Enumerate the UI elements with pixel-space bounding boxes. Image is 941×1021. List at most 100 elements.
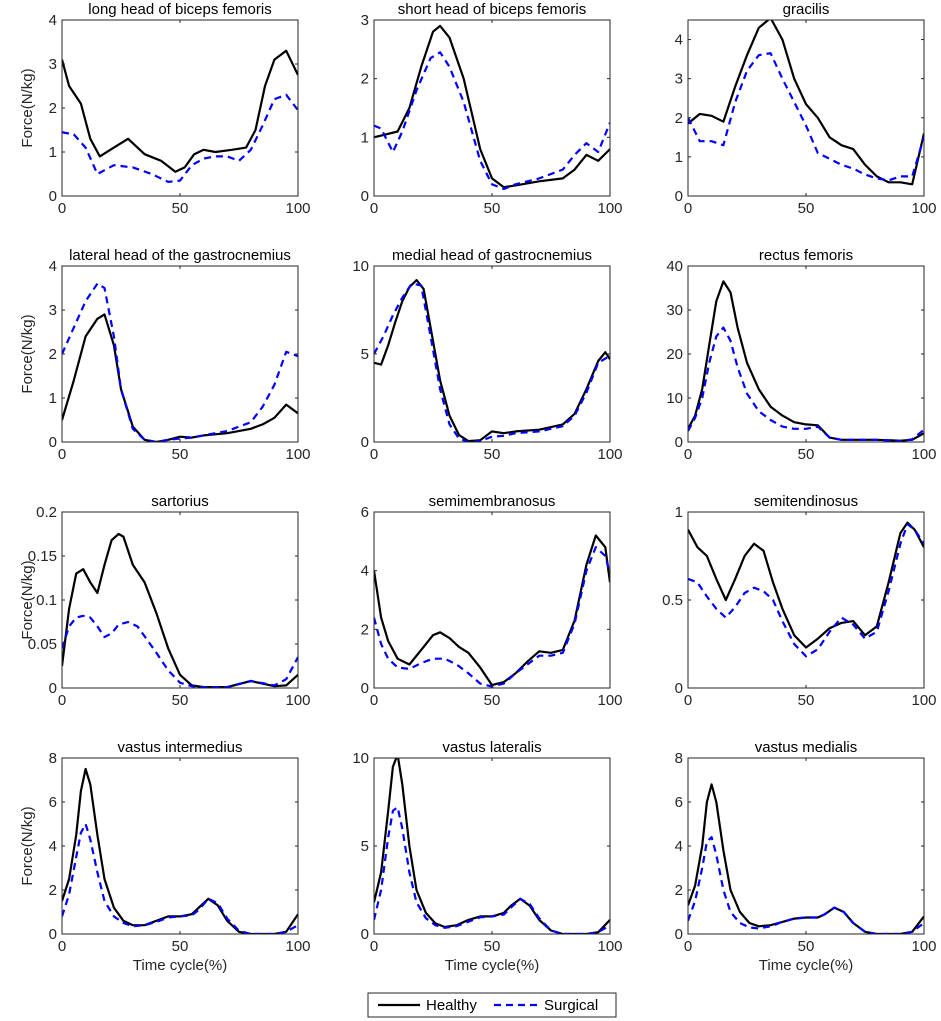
y-tick-label: 10 [352,750,369,767]
chart-title: short head of biceps femoris [398,1,586,18]
y-tick-label: 0.5 [662,592,683,609]
series-line-healthy [374,758,610,934]
y-axis-label: Force(N/kg) [19,314,36,393]
series-line-surgical [688,326,924,442]
x-tick-label: 0 [370,938,378,955]
y-tick-label: 4 [675,838,683,855]
chart-panel-1: long head of biceps femoris 0 50 100 0 1 2 3 4 Fo… [19,1,311,217]
x-tick-label: 50 [484,446,501,463]
y-tick-label: 2 [361,621,369,638]
axes-box [61,511,299,689]
legend-healthy-label: Healthy [426,997,477,1014]
chart-panel-9: semitendinosus 0 50 100 0 0.5 1 [662,493,936,709]
series-line-surgical [688,52,924,182]
axes-box [373,265,611,443]
y-tick-label: 0 [361,188,369,205]
x-tick-label: 0 [370,692,378,709]
y-tick-label: 4 [675,32,683,49]
y-tick-label: 2 [675,882,683,899]
x-tick-label: 100 [597,938,622,955]
series-line-surgical [688,523,924,658]
chart-title: vastus lateralis [442,739,541,756]
chart-title: gracilis [783,1,830,18]
y-tick-label: 1 [675,504,683,521]
axes-box [687,511,925,689]
x-tick-label: 100 [285,200,310,217]
x-tick-label: 100 [285,446,310,463]
series-line-healthy [62,49,298,173]
x-axis-label: Time cycle(%) [759,957,853,974]
y-tick-label: 0 [49,434,57,451]
series-line-healthy [62,313,298,442]
x-tick-label: 50 [484,938,501,955]
y-tick-label: 2 [49,346,57,363]
y-tick-label: 4 [49,258,57,275]
legend: Healthy Surgical [367,992,617,1018]
x-tick-label: 100 [597,692,622,709]
series-line-healthy [688,280,924,442]
x-tick-label: 100 [911,200,936,217]
y-tick-label: 1 [49,390,57,407]
series-line-surgical [62,614,298,688]
series-line-surgical [374,282,610,442]
y-tick-label: 1 [675,149,683,166]
series-line-healthy [62,532,298,688]
chart-panel-3: gracilis 0 50 100 0 1 2 3 4 [675,1,937,217]
x-tick-label: 100 [597,200,622,217]
x-tick-label: 100 [285,938,310,955]
y-tick-label: 4 [361,563,369,580]
chart-panel-11: vastus lateralis 0 50 100 0 5 10 Time cycle(%) [352,739,622,974]
x-tick-label: 0 [370,200,378,217]
x-tick-label: 50 [172,446,189,463]
series-line-surgical [62,822,298,934]
chart-title: long head of biceps femoris [88,1,271,18]
series-line-healthy [688,783,924,934]
y-tick-label: 0.2 [36,504,57,521]
chart-panel-10: vastus intermedius 0 50 100 0 2 4 6 8 Force(N/kg)… [19,739,311,974]
y-tick-label: 3 [361,12,369,29]
y-axis-label: Force(N/kg) [19,560,36,639]
y-axis-label: Force(N/kg) [19,806,36,885]
x-tick-label: 50 [172,200,189,217]
y-tick-label: 0 [675,926,683,943]
x-tick-label: 0 [58,200,66,217]
x-tick-label: 0 [684,200,692,217]
chart-title: semimembranosus [429,493,556,510]
y-tick-label: 0 [361,926,369,943]
y-tick-label: 0 [361,434,369,451]
y-tick-label: 4 [49,838,57,855]
y-tick-label: 8 [675,750,683,767]
series-line-healthy [374,279,610,442]
y-tick-label: 1 [361,129,369,146]
chart-title: rectus femoris [759,247,853,264]
y-tick-label: 3 [49,302,57,319]
y-tick-label: 0.05 [28,636,57,653]
legend-surgical-label: Surgical [544,997,598,1014]
x-tick-label: 100 [911,692,936,709]
x-axis-label: Time cycle(%) [133,957,227,974]
y-tick-label: 0.1 [36,592,57,609]
axes-box [687,19,925,197]
y-tick-label: 2 [49,100,57,117]
x-tick-label: 0 [684,692,692,709]
chart-panel-4: lateral head of the gastrocnemius 0 50 100 0… [19,247,311,463]
x-tick-label: 50 [172,938,189,955]
y-tick-label: 30 [666,302,683,319]
chart-title: medial head of gastrocnemius [392,247,592,264]
y-tick-label: 6 [675,794,683,811]
series-line-surgical [62,93,298,183]
y-tick-label: 3 [675,71,683,88]
chart-title: lateral head of the gastrocnemius [69,247,291,264]
x-tick-label: 0 [370,446,378,463]
chart-title: vastus medialis [755,739,858,756]
y-tick-label: 10 [352,258,369,275]
chart-title: sartorius [151,493,209,510]
y-tick-label: 2 [675,110,683,127]
y-tick-label: 6 [361,504,369,521]
series-line-healthy [688,20,924,186]
chart-panel-5: medial head of gastrocnemius 0 50 100 0 5 10 [352,247,622,463]
series-line-healthy [62,767,298,934]
y-tick-label: 1 [49,144,57,161]
x-tick-label: 0 [684,938,692,955]
